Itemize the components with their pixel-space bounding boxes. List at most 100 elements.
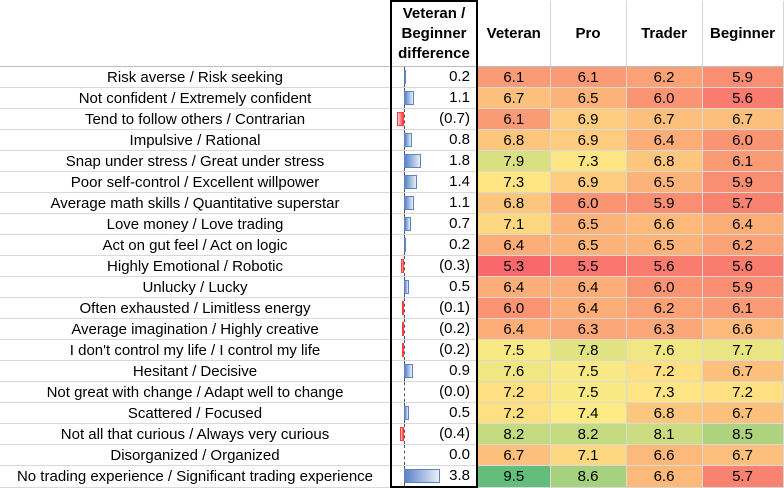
pro-column-header: Pro	[550, 1, 627, 67]
veteran-score-cell: 6.1	[477, 108, 551, 130]
difference-header-line-2: Beginner	[401, 25, 467, 42]
difference-cell: (0.2)	[390, 318, 478, 340]
difference-cell: 3.8	[390, 465, 478, 488]
difference-value: (0.1)	[439, 299, 470, 316]
table-row: Often exhausted / Limitless energy (0.1) 6…	[0, 297, 784, 319]
beginner-score-cell: 6.7	[702, 360, 784, 382]
beginner-score-cell: 5.9	[702, 66, 784, 88]
difference-value: (0.7)	[439, 110, 470, 127]
pro-score-cell: 6.0	[550, 192, 627, 214]
difference-cell: 0.2	[390, 234, 478, 256]
beginner-score-cell: 5.9	[702, 276, 784, 298]
row-label: Snap under stress / Great under stress	[0, 150, 392, 172]
difference-value: 1.4	[449, 173, 470, 190]
table-row: Not all that curious / Always very curio…	[0, 423, 784, 445]
trader-score-cell: 7.2	[626, 360, 703, 382]
trader-score-cell: 6.5	[626, 171, 703, 193]
row-label: Not all that curious / Always very curio…	[0, 423, 392, 445]
difference-value: 1.1	[449, 89, 470, 106]
trader-score-cell: 6.8	[626, 402, 703, 424]
positive-difference-bar	[404, 469, 441, 483]
row-label: Impulsive / Rational	[0, 129, 392, 151]
veteran-score-cell: 6.8	[477, 129, 551, 151]
difference-value: (0.0)	[439, 383, 470, 400]
pro-score-cell: 7.3	[550, 150, 627, 172]
table-row: Snap under stress / Great under stress 1.…	[0, 150, 784, 172]
difference-value: 0.9	[449, 362, 470, 379]
difference-cell: (0.7)	[390, 108, 478, 130]
row-label: I don't control my life / I control my l…	[0, 339, 392, 361]
veteran-score-cell: 6.4	[477, 276, 551, 298]
row-label: Poor self-control / Excellent willpower	[0, 171, 392, 193]
difference-cell: 0.7	[390, 213, 478, 235]
beginner-score-cell: 6.1	[702, 150, 784, 172]
trader-score-cell: 6.5	[626, 234, 703, 256]
pro-score-cell: 8.2	[550, 423, 627, 445]
positive-difference-bar	[404, 91, 415, 105]
trader-score-cell: 6.2	[626, 297, 703, 319]
veteran-score-cell: 7.2	[477, 402, 551, 424]
veteran-score-cell: 7.2	[477, 381, 551, 403]
difference-value: 0.2	[449, 68, 470, 85]
row-label: Hesitant / Decisive	[0, 360, 392, 382]
row-label: Disorganized / Organized	[0, 444, 392, 466]
positive-difference-bar	[404, 70, 406, 84]
difference-cell: 0.2	[390, 66, 478, 88]
positive-difference-bar	[404, 175, 418, 189]
difference-cell: 1.8	[390, 150, 478, 172]
beginner-score-cell: 6.6	[702, 318, 784, 340]
table-row: Average imagination / Highly creative (0.…	[0, 318, 784, 340]
pro-score-cell: 6.5	[550, 87, 627, 109]
table-row: Tend to follow others / Contrarian (0.7) 6…	[0, 108, 784, 130]
pro-score-cell: 7.5	[550, 381, 627, 403]
positive-difference-bar	[404, 238, 406, 252]
pro-score-cell: 6.9	[550, 108, 627, 130]
pro-score-cell: 6.5	[550, 234, 627, 256]
veteran-score-cell: 8.2	[477, 423, 551, 445]
pro-score-cell: 7.8	[550, 339, 627, 361]
pro-score-cell: 7.4	[550, 402, 627, 424]
row-label: Not confident / Extremely confident	[0, 87, 392, 109]
difference-bar-axis	[404, 445, 405, 465]
beginner-score-cell: 5.6	[702, 87, 784, 109]
veteran-score-cell: 6.7	[477, 444, 551, 466]
table-row: Love money / Love trading 0.7 7.1 6.5 6.6 6.4	[0, 213, 784, 235]
beginner-score-cell: 6.0	[702, 129, 784, 151]
table-row: I don't control my life / I control my l…	[0, 339, 784, 361]
difference-value: 0.0	[449, 446, 470, 463]
beginner-score-cell: 7.7	[702, 339, 784, 361]
negative-difference-bar	[397, 112, 404, 126]
pro-score-cell: 6.3	[550, 318, 627, 340]
difference-cell: (0.1)	[390, 297, 478, 319]
pro-score-cell: 8.6	[550, 465, 627, 488]
trader-score-cell: 6.0	[626, 87, 703, 109]
beginner-score-cell: 5.9	[702, 171, 784, 193]
beginner-score-cell: 5.7	[702, 192, 784, 214]
difference-value: (0.4)	[439, 425, 470, 442]
beginner-score-cell: 7.2	[702, 381, 784, 403]
trader-score-cell: 6.3	[626, 318, 703, 340]
difference-cell: 0.5	[390, 402, 478, 424]
positive-difference-bar	[404, 364, 413, 378]
pro-score-cell: 6.9	[550, 129, 627, 151]
beginner-score-cell: 6.7	[702, 108, 784, 130]
pro-score-cell: 6.1	[550, 66, 627, 88]
table-row: Hesitant / Decisive 0.9 7.6 7.5 7.2 6.7	[0, 360, 784, 382]
row-label: Often exhausted / Limitless energy	[0, 297, 392, 319]
difference-value: 0.7	[449, 215, 470, 232]
pro-score-cell: 7.5	[550, 360, 627, 382]
table-row: Impulsive / Rational 0.8 6.8 6.9 6.4 6.0	[0, 129, 784, 151]
trader-column-header: Trader	[626, 1, 703, 67]
row-label: Not great with change / Adapt well to ch…	[0, 381, 392, 403]
trader-score-cell: 6.7	[626, 108, 703, 130]
trader-score-cell: 6.6	[626, 465, 703, 488]
difference-bar-axis	[404, 109, 405, 129]
beginner-column-header: Beginner	[702, 1, 784, 67]
difference-value: 1.1	[449, 194, 470, 211]
positive-difference-bar	[404, 133, 412, 147]
positive-difference-bar	[404, 217, 411, 231]
row-label: Highly Emotional / Robotic	[0, 255, 392, 277]
trader-score-cell: 5.6	[626, 255, 703, 277]
difference-value: 0.5	[449, 278, 470, 295]
difference-bar-axis	[404, 382, 405, 402]
